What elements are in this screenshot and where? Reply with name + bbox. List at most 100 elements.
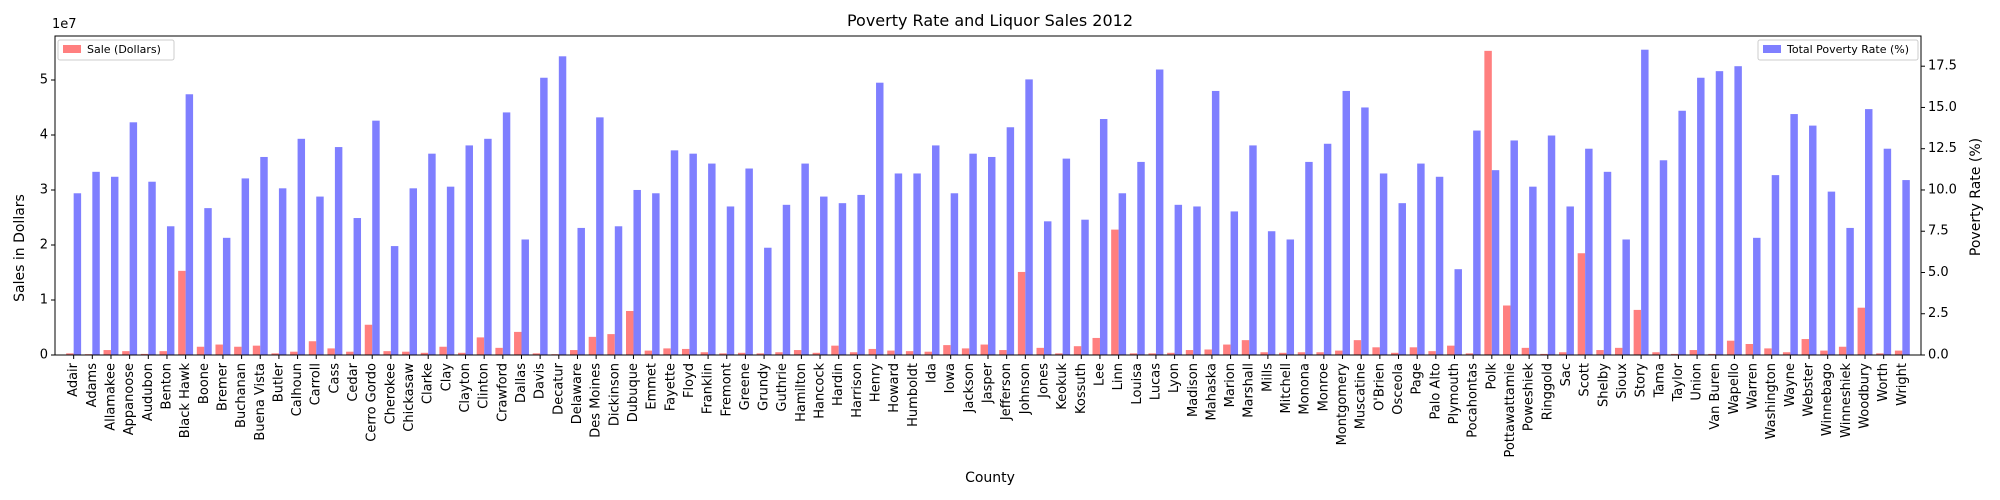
poverty-bar xyxy=(148,181,156,355)
y-left-tick-label: 2 xyxy=(40,238,48,253)
sales-bar xyxy=(271,353,279,355)
sales-bar xyxy=(1241,340,1250,355)
poverty-bar xyxy=(502,112,511,355)
x-tick-label: Poweshiek xyxy=(1522,363,1537,432)
x-tick-label: Buchanan xyxy=(234,363,249,428)
sales-bar xyxy=(234,346,242,355)
sales-bar xyxy=(1279,352,1287,355)
poverty-bar xyxy=(1734,66,1742,355)
poverty-bar xyxy=(1323,143,1332,355)
plot-area: Adair Adams Allamakee Appanoose Audubon Bento… xyxy=(40,35,1957,458)
x-tick-label: Tama xyxy=(1652,363,1667,398)
poverty-bar xyxy=(1454,269,1462,355)
sales-bar xyxy=(402,351,410,355)
x-tick-label: Cedar xyxy=(346,362,361,401)
x-tick-label: Dubuque xyxy=(626,363,641,422)
poverty-bar xyxy=(185,94,194,355)
y-right-tick-label: 5.0 xyxy=(1928,265,1949,280)
poverty-bar xyxy=(1118,193,1127,355)
poverty-bar xyxy=(446,186,455,355)
x-tick-label: Mitchell xyxy=(1279,363,1294,414)
poverty-bar xyxy=(1305,161,1313,355)
sales-bar xyxy=(103,350,111,355)
x-tick-label: Delaware xyxy=(570,363,585,424)
sales-bar xyxy=(737,352,746,355)
poverty-bar xyxy=(1099,119,1108,355)
x-tick-label: Lyon xyxy=(1167,363,1182,393)
x-tick-label: Fremont xyxy=(719,363,734,417)
sales-bar xyxy=(159,351,167,355)
sales-bar xyxy=(1503,305,1511,355)
x-tick-label: Allamakee xyxy=(103,363,118,431)
poverty-bar xyxy=(1491,170,1500,355)
sales-bar xyxy=(1764,348,1772,355)
poverty-bar xyxy=(820,196,828,355)
sales-bar xyxy=(681,348,690,355)
x-tick-label: Palo Alto xyxy=(1428,363,1443,420)
sales-bar xyxy=(1633,309,1642,355)
poverty-bar xyxy=(857,194,865,355)
sales-bar xyxy=(1652,352,1660,355)
poverty-bar xyxy=(558,56,567,356)
sales-bar xyxy=(887,350,895,355)
x-tick-label: Muscatine xyxy=(1354,363,1369,429)
x-tick-label: Floyd xyxy=(682,363,697,398)
poverty-bar xyxy=(876,82,884,355)
x-tick-label: Osceola xyxy=(1391,363,1406,415)
x-tick-label: Ida xyxy=(925,363,940,383)
x-tick-label: Humboldt xyxy=(906,363,921,427)
x-tick-label: Boone xyxy=(197,363,212,404)
sales-bar xyxy=(1316,352,1324,355)
poverty-bar xyxy=(1883,148,1892,355)
legend-label-poverty: Total Poverty Rate (%) xyxy=(1786,43,1909,56)
x-tick-label: Lee xyxy=(1092,363,1107,386)
poverty-bar xyxy=(1417,163,1425,355)
sales-bar xyxy=(719,353,727,355)
x-tick-label: Dickinson xyxy=(607,363,622,426)
sales-bar xyxy=(831,345,839,355)
sales-bar xyxy=(775,352,783,355)
sales-bar xyxy=(1782,352,1791,355)
sales-bar xyxy=(290,351,298,355)
sales-bar xyxy=(1708,353,1716,355)
x-tick-label: Decatur xyxy=(551,362,566,414)
x-tick-label: Montgomery xyxy=(1335,363,1350,446)
sales-bar xyxy=(1559,352,1567,355)
poverty-bar xyxy=(278,188,287,355)
x-tick-label: Scott xyxy=(1578,363,1593,397)
sales-bar xyxy=(1297,352,1306,355)
sales-bar xyxy=(1055,353,1063,355)
poverty-bar xyxy=(652,193,660,355)
y-left-tick-label: 3 xyxy=(40,183,48,198)
sales-bar xyxy=(1876,353,1884,355)
poverty-bar xyxy=(73,193,82,355)
poverty-bar xyxy=(1155,69,1164,355)
x-tick-label: Johnson xyxy=(1018,363,1033,415)
x-tick-label: Wayne xyxy=(1783,363,1798,407)
x-tick-label: Kossuth xyxy=(1074,363,1089,414)
sales-bar xyxy=(439,346,447,355)
poverty-bar xyxy=(782,204,791,355)
poverty-bar xyxy=(297,138,306,355)
poverty-bar xyxy=(353,218,362,355)
x-tick-label: Butler xyxy=(271,362,286,402)
x-tick-label: Bremer xyxy=(215,362,230,411)
sales-bar xyxy=(1391,352,1399,355)
poverty-bar xyxy=(204,208,212,355)
sales-bar xyxy=(1447,345,1455,355)
sales-bar xyxy=(66,353,74,355)
poverty-bar xyxy=(409,188,417,355)
sales-bar xyxy=(1577,253,1586,355)
x-axis-label: County xyxy=(965,470,1015,486)
poverty-bar xyxy=(801,163,809,355)
x-tick-label: Winnebago xyxy=(1820,363,1835,436)
sales-bar xyxy=(1894,350,1903,355)
plot-frame xyxy=(54,35,1922,356)
y-right-tick-label: 2.5 xyxy=(1928,306,1949,321)
sales-bar xyxy=(663,348,671,355)
x-tick-label: Pottawattamie xyxy=(1503,363,1518,458)
sales-bar xyxy=(1092,337,1100,355)
legend-sales: Sale (Dollars) xyxy=(57,39,175,61)
x-tick-label: Adams xyxy=(85,363,100,408)
